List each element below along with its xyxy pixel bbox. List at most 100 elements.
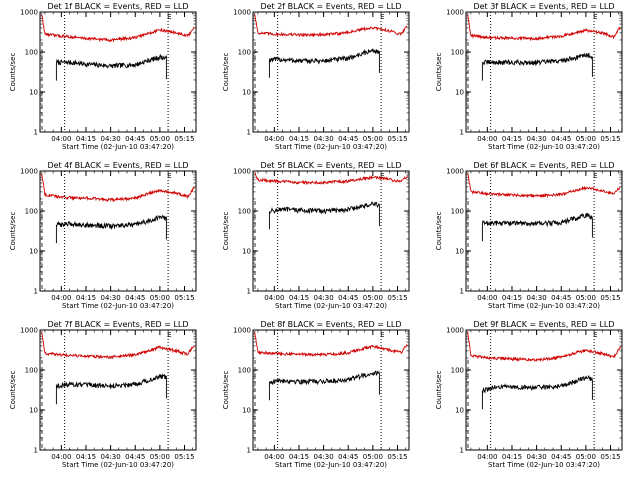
y-tick-label: 1000	[233, 9, 251, 17]
events-series-line	[481, 374, 593, 410]
y-axis-label: Counts/sec	[222, 212, 230, 251]
panel-title: Det 1f BLACK = Events, RED = LLD	[47, 2, 188, 11]
x-tick-label: 05:00	[576, 453, 596, 461]
plot-frame	[39, 170, 197, 292]
y-tick-label: 1000	[446, 168, 464, 176]
x-tick-label: 04:00	[51, 135, 71, 143]
panel-title: Det 6f BLACK = Events, RED = LLD	[473, 161, 614, 170]
x-axis-label: Start Time (02-Jun-10 03:47:20)	[275, 302, 387, 310]
y-tick-label: 1	[34, 447, 38, 455]
x-tick-label: 04:45	[338, 453, 358, 461]
lld-series-line	[467, 331, 621, 363]
flag-label: E	[167, 13, 171, 21]
plot-frame	[252, 11, 410, 133]
x-tick-label: 04:15	[502, 294, 522, 302]
x-tick-label: 05:15	[174, 294, 194, 302]
y-axis-label: Counts/sec	[9, 371, 17, 410]
events-series-line	[481, 52, 593, 81]
x-tick-label: 04:15	[76, 135, 96, 143]
panel-title: Det 7f BLACK = Events, RED = LLD	[47, 320, 188, 329]
panel-title: Det 9f BLACK = Events, RED = LLD	[473, 320, 614, 329]
x-tick-label: 04:45	[338, 294, 358, 302]
plot-frame	[465, 11, 623, 133]
y-axis-label: Counts/sec	[435, 371, 443, 410]
y-tick-label: 10	[29, 89, 38, 97]
x-tick-label: 05:00	[576, 294, 596, 302]
x-tick-label: 04:15	[289, 453, 309, 461]
y-axis-label: Counts/sec	[435, 53, 443, 92]
lld-series-line	[41, 14, 195, 43]
flag-label: E	[167, 172, 171, 180]
events-series-line	[481, 212, 593, 242]
events-series-line	[268, 370, 380, 401]
events-series-line	[55, 373, 167, 405]
x-tick-label: 05:15	[174, 135, 194, 143]
x-tick-label: 05:15	[600, 294, 620, 302]
events-series-line	[55, 53, 167, 81]
y-tick-label: 100	[238, 367, 251, 375]
x-tick-label: 04:15	[502, 135, 522, 143]
flag-label: E	[593, 331, 597, 339]
x-axis-label: Start Time (02-Jun-10 03:47:20)	[488, 143, 600, 151]
y-axis-label: Counts/sec	[222, 53, 230, 92]
y-tick-label: 10	[29, 407, 38, 415]
plot-frame	[252, 170, 410, 292]
x-tick-label: 04:45	[125, 453, 145, 461]
x-tick-label: 04:30	[314, 294, 334, 302]
y-tick-label: 1000	[20, 327, 38, 335]
x-tick-label: 04:30	[101, 453, 121, 461]
y-tick-label: 100	[451, 208, 464, 216]
y-tick-label: 10	[242, 89, 251, 97]
panel-title: Det 5f BLACK = Events, RED = LLD	[260, 161, 401, 170]
x-tick-label: 04:00	[477, 453, 497, 461]
x-tick-label: 04:15	[289, 294, 309, 302]
x-tick-label: 04:30	[527, 294, 547, 302]
lld-series-line	[467, 14, 621, 42]
events-series-line	[268, 201, 380, 230]
x-tick-label: 04:30	[101, 294, 121, 302]
x-axis-label: Start Time (02-Jun-10 03:47:20)	[62, 302, 174, 310]
x-tick-label: 04:45	[125, 294, 145, 302]
x-tick-label: 04:30	[527, 453, 547, 461]
x-tick-label: 04:00	[477, 135, 497, 143]
x-axis-label: Start Time (02-Jun-10 03:47:20)	[488, 302, 600, 310]
y-tick-label: 10	[455, 407, 464, 415]
x-tick-label: 04:15	[76, 294, 96, 302]
y-tick-label: 1000	[20, 9, 38, 17]
x-tick-label: 05:15	[600, 135, 620, 143]
y-tick-label: 100	[451, 367, 464, 375]
flag-label: E	[167, 331, 171, 339]
x-tick-label: 05:15	[387, 294, 407, 302]
x-axis-label: Start Time (02-Jun-10 03:47:20)	[275, 143, 387, 151]
x-tick-label: 04:00	[264, 453, 284, 461]
x-tick-label: 04:15	[289, 135, 309, 143]
x-tick-label: 04:45	[338, 135, 358, 143]
x-tick-label: 04:30	[527, 135, 547, 143]
x-tick-label: 04:30	[101, 135, 121, 143]
x-tick-label: 05:00	[363, 135, 383, 143]
x-tick-label: 04:00	[264, 294, 284, 302]
y-tick-label: 1000	[233, 327, 251, 335]
events-series-line	[268, 48, 380, 78]
y-tick-label: 1000	[446, 9, 464, 17]
lld-series-line	[254, 14, 408, 38]
lld-series-line	[41, 331, 195, 360]
x-tick-label: 05:15	[600, 453, 620, 461]
y-tick-label: 1	[34, 288, 38, 296]
y-tick-label: 1	[247, 288, 251, 296]
x-tick-label: 05:15	[174, 453, 194, 461]
y-tick-label: 1	[247, 447, 251, 455]
x-axis-label: Start Time (02-Jun-10 03:47:20)	[62, 461, 174, 469]
x-axis-label: Start Time (02-Jun-10 03:47:20)	[62, 143, 174, 151]
y-tick-label: 1	[460, 129, 464, 137]
panel-title: Det 2f BLACK = Events, RED = LLD	[260, 2, 401, 11]
x-axis-label: Start Time (02-Jun-10 03:47:20)	[275, 461, 387, 469]
plot-frame	[465, 170, 623, 292]
y-tick-label: 1	[34, 129, 38, 137]
flag-label: E	[380, 172, 384, 180]
y-tick-label: 100	[25, 208, 38, 216]
x-tick-label: 05:00	[150, 294, 170, 302]
events-series-line	[55, 214, 167, 244]
y-tick-label: 100	[25, 367, 38, 375]
flag-label: E	[380, 331, 384, 339]
